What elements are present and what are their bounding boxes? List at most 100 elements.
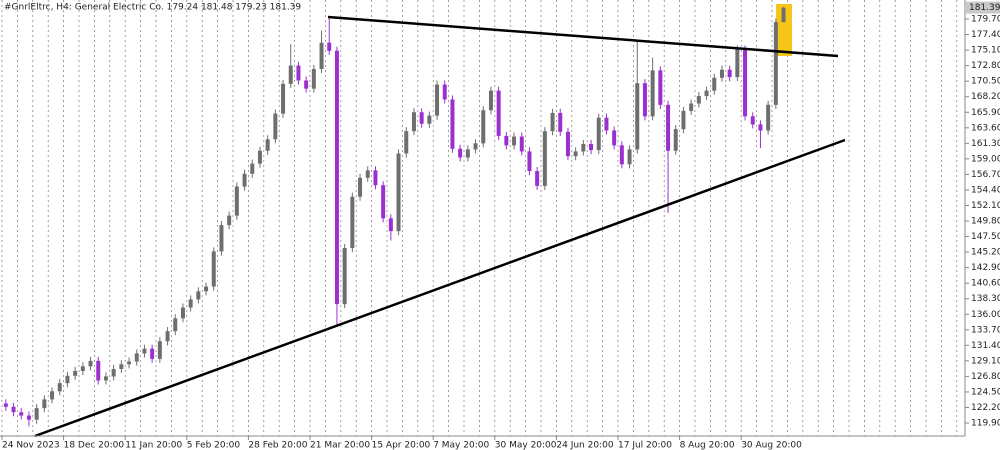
x-tick-label: 5 Feb 20:00 xyxy=(187,441,241,450)
candle-body xyxy=(681,110,686,130)
y-tick-label: 154.40 xyxy=(971,185,1000,195)
candle-body xyxy=(596,117,601,151)
y-tick-label: 159.00 xyxy=(971,154,1000,164)
y-tick-label: 122.20 xyxy=(971,403,1000,413)
x-tick-label: 7 May 20:00 xyxy=(433,441,489,450)
candle-body xyxy=(288,65,293,84)
candle-body xyxy=(342,248,347,305)
x-tick-label: 8 Aug 20:00 xyxy=(680,441,735,450)
y-tick-label: 152.10 xyxy=(971,201,1000,211)
candle-body xyxy=(465,149,470,158)
candle-body xyxy=(65,375,70,384)
candle-body xyxy=(134,353,139,362)
y-tick-label: 129.10 xyxy=(971,356,1000,366)
x-tick-label: 24 Nov 2023 xyxy=(2,441,60,450)
candle-body xyxy=(658,70,663,105)
candle-body xyxy=(211,251,216,287)
candle-body xyxy=(666,104,671,151)
candle-body xyxy=(142,348,147,354)
candle-body xyxy=(50,391,55,400)
candle-body xyxy=(411,112,416,132)
candle-body xyxy=(227,215,232,226)
y-tick-label: 172.80 xyxy=(971,61,1000,71)
y-tick-label: 136.00 xyxy=(971,310,1000,320)
y-tick-label: 147.50 xyxy=(971,232,1000,242)
candle-body xyxy=(758,124,763,131)
candle-body xyxy=(180,307,185,319)
candle-body xyxy=(334,50,339,305)
candle-body xyxy=(496,90,501,136)
y-tick-label: 145.20 xyxy=(971,248,1000,258)
candle-body xyxy=(650,70,655,117)
candle-body xyxy=(396,153,401,232)
candle-body xyxy=(689,103,694,111)
candle-body xyxy=(558,112,563,132)
y-tick-label: 140.60 xyxy=(971,279,1000,289)
candle-body xyxy=(388,218,393,232)
candle-body xyxy=(234,186,239,216)
candle-body xyxy=(450,99,455,149)
candle-body xyxy=(743,49,748,117)
y-tick-label: 170.50 xyxy=(971,77,1000,87)
candle-body xyxy=(512,136,517,146)
candle-body xyxy=(781,7,786,23)
candle-body xyxy=(481,110,486,144)
candle-body xyxy=(619,145,624,165)
x-tick-label: 24 Jun 20:00 xyxy=(556,441,613,450)
candle-body xyxy=(435,84,440,116)
y-tick-label: 131.40 xyxy=(971,341,1000,351)
y-tick-label: 142.90 xyxy=(971,263,1000,273)
y-tick-label: 177.40 xyxy=(971,30,1000,40)
candle-body xyxy=(365,170,370,178)
candle-body xyxy=(80,366,85,372)
y-tick-label: 124.50 xyxy=(971,387,1000,397)
x-tick-label: 30 May 20:00 xyxy=(495,441,557,450)
candle-body xyxy=(3,403,8,407)
y-tick-label: 119.90 xyxy=(971,419,1000,429)
y-tick-label: 156.70 xyxy=(971,170,1000,180)
candle-body xyxy=(111,368,116,377)
lower-trendline xyxy=(34,138,846,438)
candle-body xyxy=(589,144,594,151)
candle-body xyxy=(57,383,62,392)
y-tick-label: 165.90 xyxy=(971,108,1000,118)
candle-body xyxy=(581,144,586,152)
candle-body xyxy=(750,116,755,125)
highlight-box xyxy=(776,4,792,56)
candle-body xyxy=(19,412,24,416)
candle-body xyxy=(419,112,424,124)
candle-body xyxy=(304,80,309,89)
candle-body xyxy=(442,84,447,100)
candle-body xyxy=(358,177,363,197)
candle-body xyxy=(88,360,93,367)
x-tick-label: 30 Aug 20:00 xyxy=(741,441,802,450)
candle-body xyxy=(73,371,78,376)
candle-body xyxy=(565,131,570,157)
candle-body xyxy=(273,113,278,140)
candle-body xyxy=(311,69,316,89)
candle-body xyxy=(42,399,47,409)
candle-body xyxy=(704,90,709,97)
candle-body xyxy=(712,77,717,91)
upper-trendline xyxy=(327,15,839,58)
last-price-label: 181.39 xyxy=(969,3,1000,13)
candle-body xyxy=(196,291,201,300)
x-tick-label: 21 Mar 20:00 xyxy=(310,441,370,450)
candle-body xyxy=(642,83,647,117)
candle-body xyxy=(627,149,632,165)
candle-body xyxy=(542,131,547,186)
candle-body xyxy=(604,117,609,131)
candle-body xyxy=(519,136,524,152)
candle-body xyxy=(612,130,617,146)
candle-body xyxy=(265,139,270,151)
candle-body xyxy=(250,163,255,174)
candles xyxy=(3,6,786,427)
candle-body xyxy=(257,150,262,164)
y-tick-label: 138.30 xyxy=(971,294,1000,304)
candle-body xyxy=(458,148,463,158)
y-tick-label: 175.10 xyxy=(971,46,1000,56)
candle-body xyxy=(188,299,193,308)
candle-body xyxy=(535,171,540,186)
candle-body xyxy=(173,318,178,332)
